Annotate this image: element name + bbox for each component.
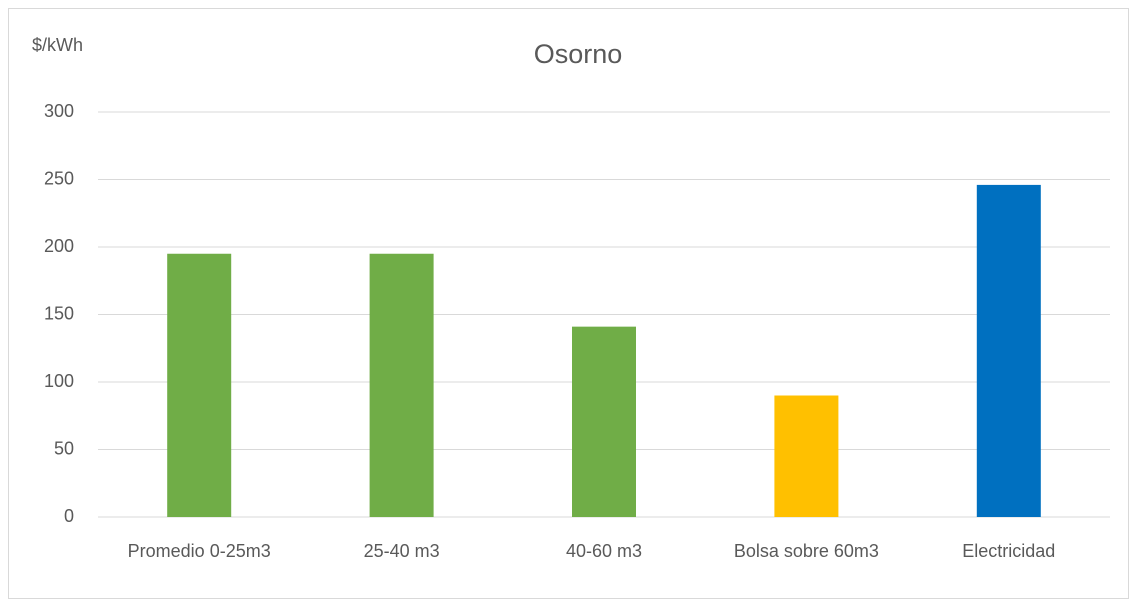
y-tick-label: 300 [44, 101, 74, 121]
x-tick-label: Electricidad [962, 541, 1055, 561]
x-tick-label: Bolsa sobre 60m3 [734, 541, 879, 561]
x-tick-label: 40-60 m3 [566, 541, 642, 561]
y-tick-label: 50 [54, 438, 74, 458]
x-tick-label: 25-40 m3 [364, 541, 440, 561]
x-tick-label: Promedio 0-25m3 [128, 541, 271, 561]
y-tick-label: 250 [44, 168, 74, 188]
bar [774, 395, 839, 517]
bar [572, 326, 636, 517]
y-tick-label: 200 [44, 236, 74, 256]
bar [369, 253, 434, 517]
y-tick-label: 150 [44, 303, 74, 323]
y-tick-label: 100 [44, 371, 74, 391]
bar [167, 253, 232, 517]
y-axis-label: $/kWh [32, 35, 83, 55]
chart-title: Osorno [534, 39, 623, 69]
bar [976, 184, 1041, 517]
y-tick-label: 0 [64, 506, 74, 526]
